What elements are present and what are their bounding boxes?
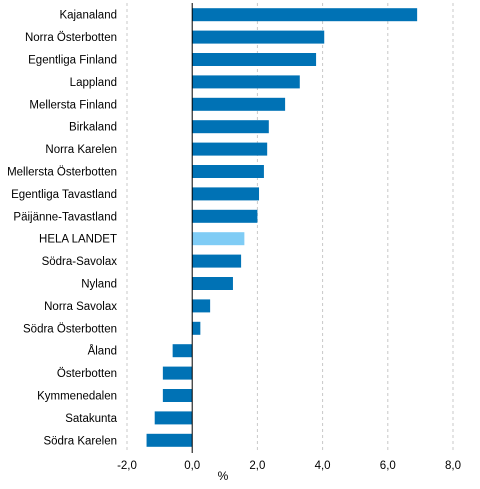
grid-lines xyxy=(126,3,454,453)
x-tick-label: 8,0 xyxy=(445,460,461,472)
category-label: Åland xyxy=(88,345,117,358)
category-label: Södra-Savolax xyxy=(42,256,118,268)
bar xyxy=(192,277,233,290)
category-label: Egentliga Finland xyxy=(28,55,117,67)
bar xyxy=(192,299,211,313)
bar xyxy=(192,53,317,66)
category-label: Södra Karelen xyxy=(43,435,117,447)
x-tick-label: 4,0 xyxy=(315,460,331,472)
category-label: Birkaland xyxy=(69,122,117,134)
bar xyxy=(172,344,193,358)
x-tick-label: 0,0 xyxy=(184,460,200,472)
category-label: Satakunta xyxy=(65,413,117,425)
bars xyxy=(146,8,418,447)
bar xyxy=(192,232,245,246)
bar xyxy=(192,8,418,22)
x-axis-title: % xyxy=(218,469,229,483)
category-label: Norra Karelen xyxy=(45,144,117,156)
bar xyxy=(192,30,325,44)
x-tick-label: -2,0 xyxy=(117,460,137,472)
category-label: Egentliga Tavastland xyxy=(11,189,117,201)
bar xyxy=(162,366,193,380)
x-tick-label: 2,0 xyxy=(249,460,265,472)
bar xyxy=(192,165,264,178)
category-label: Södra Österbotten xyxy=(23,323,117,335)
category-label: Mellersta Österbotten xyxy=(7,167,117,179)
bar xyxy=(192,120,269,134)
category-label: Norra Savolax xyxy=(44,301,117,313)
category-label: Österbotten xyxy=(57,368,117,380)
bar xyxy=(162,389,193,402)
bar xyxy=(192,209,258,223)
category-label: Kymmenedalen xyxy=(37,391,117,403)
bar xyxy=(192,75,300,89)
category-label: HELA LANDET xyxy=(39,234,117,246)
category-label: Kajanaland xyxy=(59,10,117,22)
x-tick-labels: -2,0 0,0 2,0 4,0 6,0 8,0 xyxy=(117,460,461,472)
bar xyxy=(154,411,193,425)
category-labels: Kajanaland Norra Österbotten Egentliga Fin… xyxy=(7,10,118,448)
x-tick-label: 6,0 xyxy=(380,460,396,472)
bar xyxy=(192,187,260,201)
bar xyxy=(192,142,268,156)
bar xyxy=(192,321,201,335)
bar xyxy=(192,254,242,268)
category-label: Norra Österbotten xyxy=(25,32,117,44)
category-label: Mellersta Finland xyxy=(29,99,117,111)
bar xyxy=(146,433,193,447)
bar xyxy=(192,97,286,111)
category-label: Lappland xyxy=(70,77,117,89)
category-label: Nyland xyxy=(81,279,117,291)
category-label: Päijänne-Tavastland xyxy=(13,211,117,223)
